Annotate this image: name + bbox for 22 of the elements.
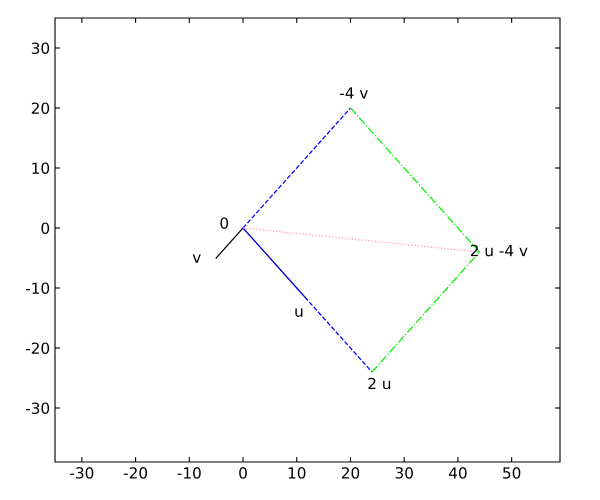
y-tick-label: 10 — [32, 162, 50, 174]
annotation: 0 — [220, 217, 228, 229]
annotation: u — [295, 308, 302, 317]
annotation: 2 u — [368, 378, 390, 390]
x-tick-label: -10 — [178, 467, 201, 479]
x-tick-label: 20 — [342, 467, 360, 479]
x-tick-label: 50 — [503, 467, 520, 479]
y-tick-label: 20 — [32, 102, 50, 114]
y-tick-label: 0 — [41, 222, 50, 234]
y-tick-label: -10 — [26, 282, 50, 294]
x-tick-label: 40 — [448, 467, 467, 479]
x-tick-label: 10 — [288, 467, 306, 479]
y-tick-label: -30 — [26, 402, 50, 414]
annotation: -4 v — [340, 87, 368, 99]
x-tick-label: 30 — [396, 467, 413, 479]
annotation: v — [192, 254, 201, 263]
x-tick-label: 0 — [239, 467, 247, 479]
x-tick-label: -20 — [124, 467, 148, 479]
y-tick-label: 30 — [32, 42, 50, 54]
annotation: 2 u -4 v — [470, 244, 528, 256]
y-tick-label: -20 — [26, 342, 50, 354]
x-tick-label: -30 — [70, 467, 94, 479]
